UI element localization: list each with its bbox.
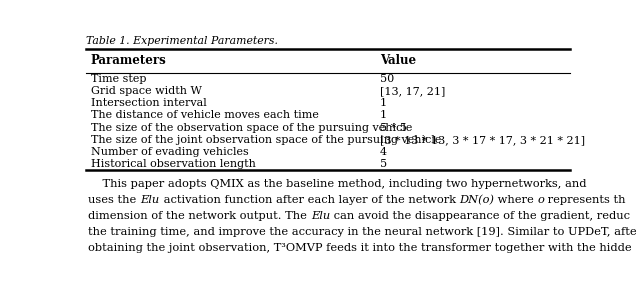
Text: Elu: Elu [140, 195, 159, 205]
Text: The distance of vehicle moves each time: The distance of vehicle moves each time [91, 110, 319, 120]
Text: Grid space width W: Grid space width W [91, 86, 202, 96]
Text: 4: 4 [380, 147, 387, 157]
Text: obtaining the joint observation, T³OMVP feeds it into the transformer together w: obtaining the joint observation, T³OMVP … [88, 243, 632, 253]
Text: represents th: represents th [545, 195, 626, 205]
Text: DN(o): DN(o) [459, 194, 494, 205]
Text: 5 * 5: 5 * 5 [380, 123, 407, 133]
Text: Historical observation length: Historical observation length [91, 159, 256, 169]
Text: Elu: Elu [311, 211, 330, 221]
Text: [13, 17, 21]: [13, 17, 21] [380, 86, 445, 96]
Text: 5: 5 [380, 159, 387, 169]
Text: Time step: Time step [91, 74, 147, 84]
Text: Table 1. Experimental Parameters.: Table 1. Experimental Parameters. [86, 36, 278, 47]
Text: 50: 50 [380, 74, 394, 84]
Text: Intersection interval: Intersection interval [91, 98, 207, 108]
Text: the training time, and improve the accuracy in the neural network [19]. Similar : the training time, and improve the accur… [88, 227, 637, 237]
Text: where: where [494, 195, 538, 205]
Text: 1: 1 [380, 98, 387, 108]
Text: Value: Value [380, 54, 416, 67]
Text: dimension of the network output. The: dimension of the network output. The [88, 211, 311, 221]
Text: uses the: uses the [88, 195, 140, 205]
Text: The size of the observation space of the pursuing vehicle: The size of the observation space of the… [91, 123, 412, 133]
Text: Number of evading vehicles: Number of evading vehicles [91, 147, 249, 157]
Text: o: o [538, 195, 545, 205]
Text: activation function after each layer of the network: activation function after each layer of … [159, 195, 459, 205]
Text: This paper adopts QMIX as the baseline method, including two hypernetworks, and: This paper adopts QMIX as the baseline m… [88, 179, 587, 189]
Text: The size of the joint observation space of the pursuing vehicle: The size of the joint observation space … [91, 135, 442, 145]
Text: Parameters: Parameters [91, 54, 166, 67]
Text: 1: 1 [380, 110, 387, 120]
Text: can avoid the disappearance of the gradient, reduc: can avoid the disappearance of the gradi… [330, 211, 630, 221]
Text: [3 * 13 * 13, 3 * 17 * 17, 3 * 21 * 21]: [3 * 13 * 13, 3 * 17 * 17, 3 * 21 * 21] [380, 135, 585, 145]
